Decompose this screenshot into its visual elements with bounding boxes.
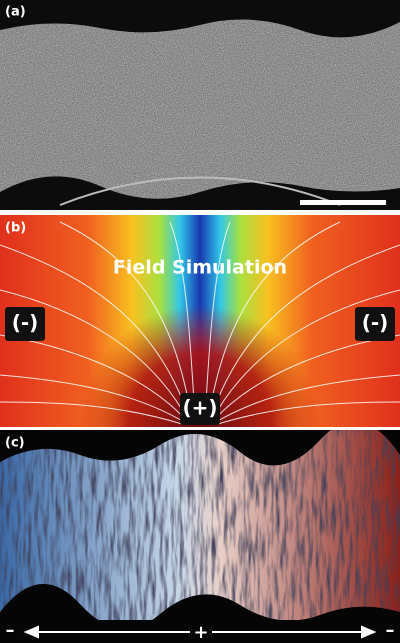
- polarity-label: –: [6, 620, 15, 641]
- panel-c: – + – (c): [0, 430, 400, 643]
- panel-label: (a): [5, 5, 26, 20]
- electrode-label: (+): [182, 396, 217, 420]
- polarity-label: –: [386, 620, 395, 641]
- panel-a: (a): [0, 0, 400, 210]
- simulation-title: Field Simulation: [113, 257, 287, 279]
- streamlines: [0, 221, 400, 425]
- polarity-label: +: [193, 622, 208, 643]
- electrode-label: (-): [362, 311, 389, 335]
- panel-label: (b): [5, 221, 26, 236]
- electrode-label: (-): [12, 311, 39, 335]
- polarity-arrows: [23, 625, 377, 639]
- panel-b: Field Simulation (-) (-) (+) (b): [0, 215, 400, 427]
- scale-bar: [300, 200, 386, 205]
- panel-label: (c): [5, 436, 25, 451]
